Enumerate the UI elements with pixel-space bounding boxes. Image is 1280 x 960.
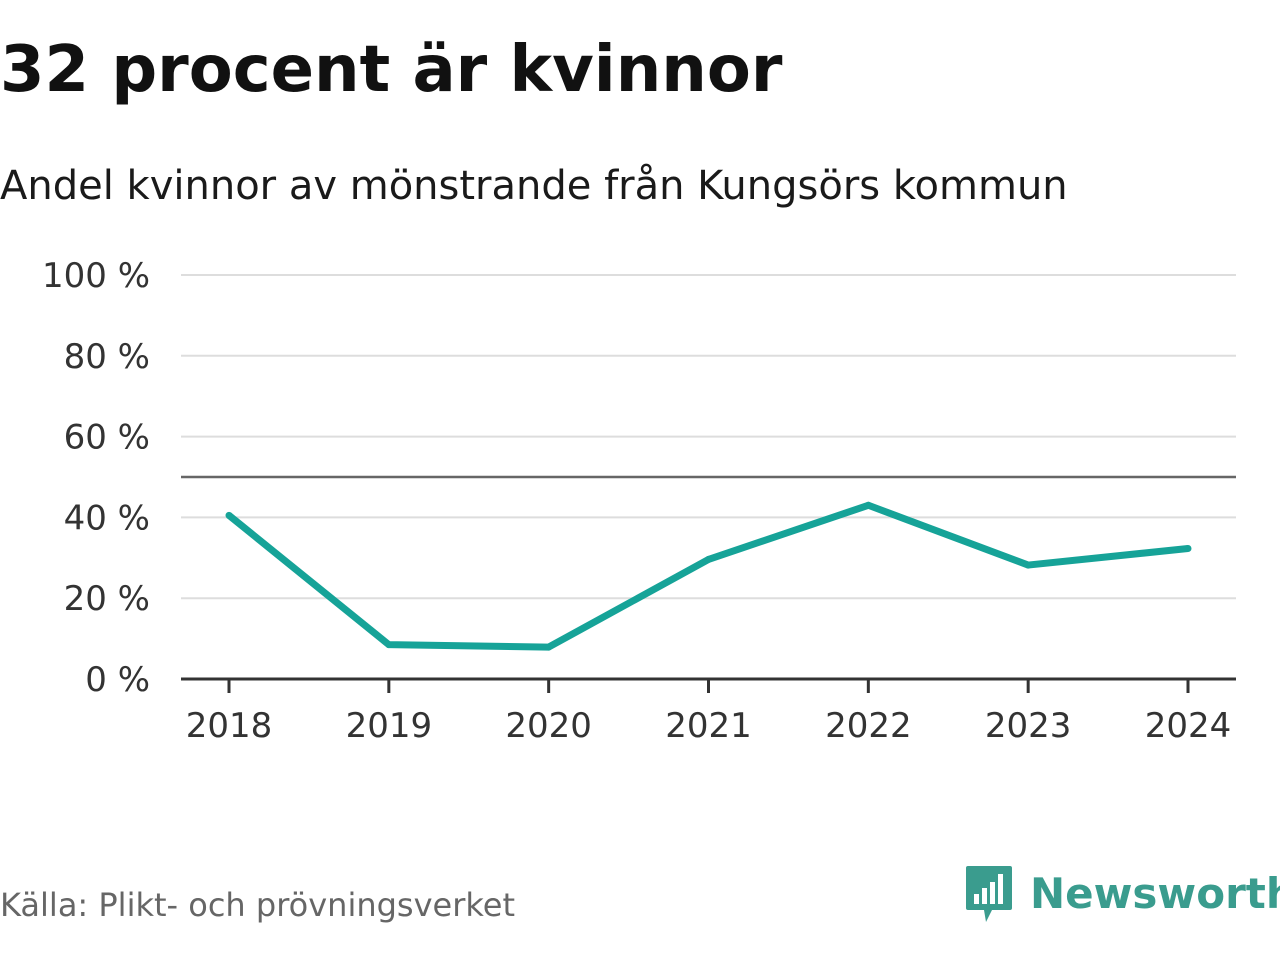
- data-point-2018: [225, 511, 233, 519]
- data-point-2024: [1184, 545, 1192, 553]
- y-tick-label: 20 %: [64, 579, 150, 619]
- source-note: Källa: Plikt- och prövningsverket: [0, 886, 515, 924]
- brand-logo: Newsworthy: [964, 864, 1280, 924]
- newsworthy-logo-icon: [966, 866, 1012, 922]
- grid-lines: [181, 274, 1236, 600]
- y-tick-label: 100 %: [42, 256, 150, 296]
- y-tick-label: 40 %: [64, 498, 150, 538]
- data-point-2020: [545, 643, 553, 651]
- x-tick-label: 2021: [665, 706, 752, 746]
- y-tick-label: 80 %: [64, 337, 150, 377]
- chart-subtitle: Andel kvinnor av mönstrande från Kungsör…: [0, 163, 1068, 209]
- y-tick-label: 0 %: [85, 660, 150, 700]
- data-point-2019: [385, 641, 393, 649]
- line-chart: 0 % 20 % 40 % 60 % 80 % 100 % 2018 2019 2020 202…: [42, 256, 1236, 746]
- x-tick-label: 2023: [985, 706, 1072, 746]
- x-tick-label: 2018: [186, 706, 273, 746]
- y-axis-ticks: 0 % 20 % 40 % 60 % 80 % 100 %: [42, 256, 150, 700]
- y-tick-label: 60 %: [64, 418, 150, 458]
- brand-name: Newsworthy: [1030, 869, 1280, 918]
- x-tick-label: 2020: [505, 706, 592, 746]
- series-line-0: [226, 501, 1189, 651]
- data-point-2022: [864, 501, 872, 509]
- x-tick-label: 2022: [825, 706, 912, 746]
- series-group: [225, 501, 1192, 651]
- data-point-2021: [705, 555, 712, 563]
- x-tick-label: 2019: [346, 706, 433, 746]
- data-point-2023: [1024, 561, 1032, 569]
- chart-title: 32 procent är kvinnor: [0, 33, 783, 107]
- x-axis-ticks: 2018 2019 2020 2021 2022 2023 2024: [186, 679, 1232, 746]
- x-tick-label: 2024: [1145, 706, 1232, 746]
